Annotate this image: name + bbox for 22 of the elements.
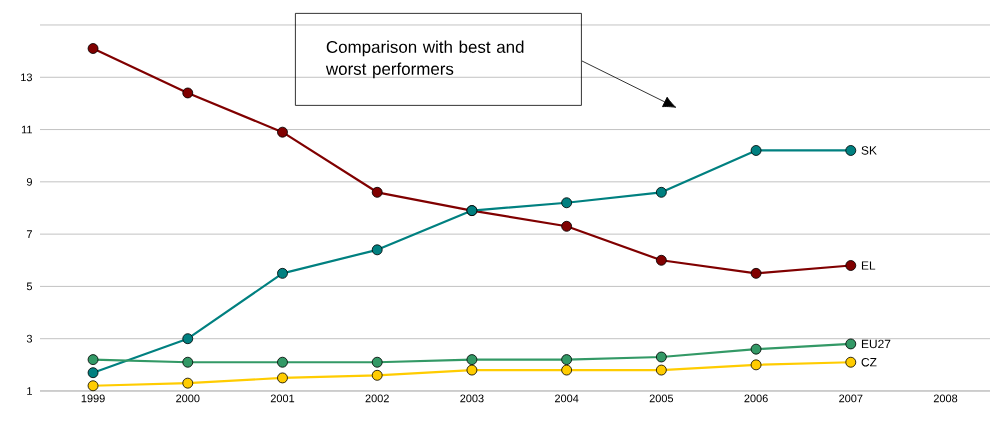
- x-tick-label: 2007: [839, 394, 863, 403]
- x-tick-label: 2006: [744, 394, 768, 403]
- y-tick-label: 7: [26, 230, 32, 238]
- y-tick-label: 1: [27, 387, 32, 395]
- annotation: Comparison with best and worst performers: [325, 40, 524, 79]
- x-tick-label: 1999: [81, 394, 105, 403]
- y-tick-label: 9: [26, 177, 32, 186]
- x-tick-label: 2002: [365, 394, 389, 403]
- series-label: SK: [861, 146, 877, 155]
- y-tick-label: 13: [21, 73, 32, 82]
- x-tick-label: 2001: [270, 394, 295, 403]
- y-tick-label: 11: [21, 125, 32, 134]
- y-tick-label: 3: [26, 334, 33, 343]
- x-tick-label: 2004: [554, 394, 579, 403]
- x-tick-label: 2003: [460, 394, 484, 403]
- series-label: EU27: [861, 339, 891, 349]
- series-label: EL: [861, 261, 876, 270]
- x-tick-label: 2005: [649, 394, 674, 403]
- y-tick-label: 5: [26, 282, 33, 291]
- x-tick-label: 2000: [176, 394, 200, 403]
- x-tick-label: 2008: [933, 394, 958, 403]
- series-label: CZ: [861, 358, 877, 367]
